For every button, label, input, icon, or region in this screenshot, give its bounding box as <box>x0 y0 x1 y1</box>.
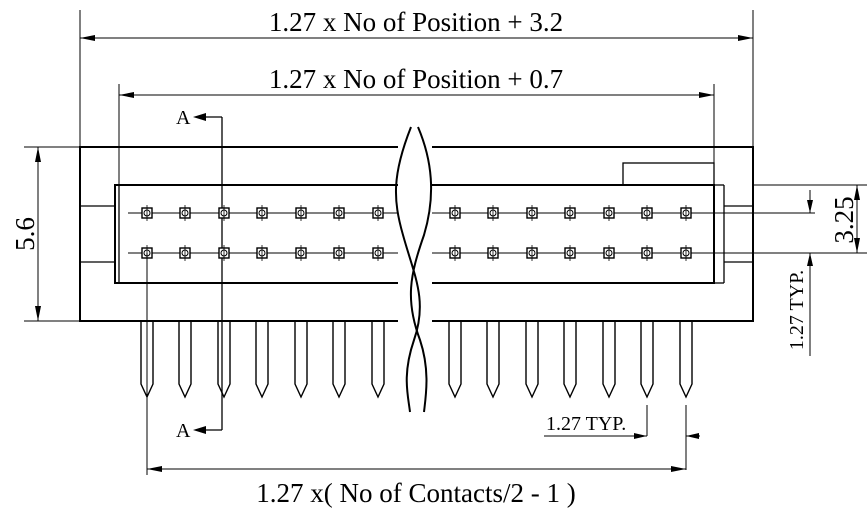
height-label: 5.6 <box>10 217 40 251</box>
pin-pad <box>256 205 268 221</box>
height-dimension: 5.6 <box>10 146 80 322</box>
section-mark-bottom: A <box>176 420 222 442</box>
pin-pad <box>372 245 384 261</box>
pin-pad <box>295 245 307 261</box>
row-pitch-label: 1.27 TYP. <box>786 270 808 350</box>
pin-leg <box>371 321 385 399</box>
pin-pad <box>179 245 191 261</box>
section-mark-top: A <box>176 107 223 430</box>
inner-length-dimension: 1.27 x No of Position + 0.7 <box>118 64 715 185</box>
pin-leg <box>178 321 192 399</box>
pin-leg <box>255 321 269 399</box>
pin-pad <box>526 245 538 261</box>
pin-pad <box>680 205 692 221</box>
pin-pad <box>295 205 307 221</box>
pin-pad <box>487 245 499 261</box>
pin-leg <box>217 321 231 399</box>
pin-leg <box>486 321 500 399</box>
pin-pad <box>487 205 499 221</box>
pin-pitch-dimension: 1.27 TYP. <box>544 405 700 470</box>
pin-pad <box>333 205 345 221</box>
pin-pad <box>141 205 153 221</box>
pin-pad <box>564 205 576 221</box>
pin-leg <box>679 321 693 399</box>
row-offset-label: 3.25 <box>829 196 859 243</box>
section-mark-bottom-label: A <box>176 420 191 442</box>
pin-pad <box>333 245 345 261</box>
pin-pitch-label: 1.27 TYP. <box>546 413 626 435</box>
pin-leg <box>640 321 654 399</box>
row-offset-dimension: 3.25 <box>753 184 867 254</box>
overall-length-dimension: 1.27 x No of Position + 3.2 <box>79 7 754 147</box>
row-pitch-dimension: 1.27 TYP. <box>786 190 813 356</box>
pin-pad <box>256 245 268 261</box>
contact-span-dimension: 1.27 x( No of Contacts/2 - 1 ) <box>146 253 686 508</box>
pin-pad <box>603 245 615 261</box>
pin-pad <box>179 205 191 221</box>
pin-pad <box>641 205 653 221</box>
pin-pad <box>372 205 384 221</box>
pin-pad <box>449 245 461 261</box>
pin-pad <box>680 245 692 261</box>
overall-length-label: 1.27 x No of Position + 3.2 <box>269 7 563 37</box>
pin-pad <box>218 205 230 221</box>
pin-pad <box>564 245 576 261</box>
section-mark-top-label: A <box>176 107 191 129</box>
pin-pad <box>603 205 615 221</box>
pin-pad <box>641 245 653 261</box>
pin-leg <box>332 321 346 399</box>
pin-pad <box>526 205 538 221</box>
pin-leg <box>448 321 462 399</box>
break-lines <box>394 120 433 415</box>
pin-leg <box>294 321 308 399</box>
pin-leg <box>563 321 577 399</box>
contact-span-label: 1.27 x( No of Contacts/2 - 1 ) <box>256 478 575 508</box>
pin-leg <box>525 321 539 399</box>
inner-length-label: 1.27 x No of Position + 0.7 <box>269 64 563 94</box>
pin-pad <box>218 245 230 261</box>
pin-leg <box>602 321 616 399</box>
pin-pad <box>449 205 461 221</box>
